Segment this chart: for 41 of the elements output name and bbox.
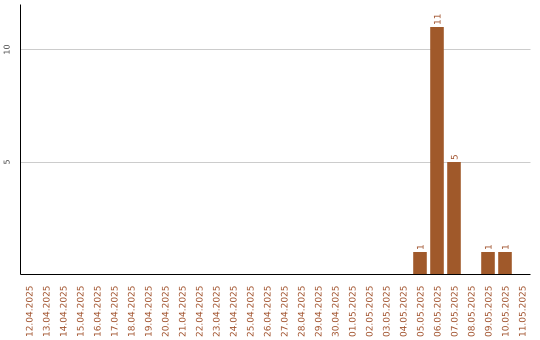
x-tick-label: 18.04.2025 bbox=[128, 286, 138, 338]
x-tick-label: 26.04.2025 bbox=[264, 286, 274, 338]
x-tick-label: 30.04.2025 bbox=[332, 286, 342, 338]
x-tick-label: 08.05.2025 bbox=[468, 286, 478, 338]
x-tick-label: 13.04.2025 bbox=[42, 286, 52, 338]
x-tick-label: 03.05.2025 bbox=[382, 286, 392, 338]
x-tick-label: 16.04.2025 bbox=[94, 286, 104, 338]
x-tick-label: 15.04.2025 bbox=[76, 286, 86, 338]
x-tick-label: 17.04.2025 bbox=[110, 286, 120, 338]
x-tick-label: 22.04.2025 bbox=[196, 286, 206, 338]
x-tick-label: 12.04.2025 bbox=[26, 286, 36, 338]
y-tick-label: 10 bbox=[2, 44, 12, 55]
bar bbox=[481, 252, 495, 274]
x-tick-label: 27.04.2025 bbox=[280, 286, 290, 338]
bar bbox=[498, 252, 512, 274]
x-tick-label: 07.05.2025 bbox=[450, 286, 460, 338]
data-label: 1 bbox=[502, 244, 512, 250]
data-label: 11 bbox=[434, 14, 444, 25]
bar bbox=[413, 252, 427, 274]
data-label: 1 bbox=[416, 244, 426, 250]
data-label: 5 bbox=[450, 154, 460, 160]
x-tick-label: 06.05.2025 bbox=[434, 286, 444, 338]
x-tick-label: 28.04.2025 bbox=[298, 286, 308, 338]
bar bbox=[430, 27, 444, 274]
x-tick-label: 19.04.2025 bbox=[144, 286, 154, 338]
data-label: 1 bbox=[484, 244, 494, 250]
bar bbox=[447, 162, 461, 274]
x-tick-label: 10.05.2025 bbox=[502, 286, 512, 338]
x-tick-label: 25.04.2025 bbox=[246, 286, 256, 338]
x-tick-label: 24.04.2025 bbox=[230, 286, 240, 338]
x-tick-label: 01.05.2025 bbox=[348, 286, 358, 338]
x-tick-label: 09.05.2025 bbox=[484, 286, 494, 338]
x-tick-label: 04.05.2025 bbox=[400, 286, 410, 338]
x-tick-label: 14.04.2025 bbox=[60, 286, 70, 338]
x-tick-label: 02.05.2025 bbox=[366, 286, 376, 338]
x-tick-label: 23.04.2025 bbox=[212, 286, 222, 338]
x-tick-label: 21.04.2025 bbox=[178, 286, 188, 338]
x-tick-label: 05.05.2025 bbox=[416, 286, 426, 338]
x-tick-label: 29.04.2025 bbox=[314, 286, 324, 338]
x-tick-label: 11.05.2025 bbox=[518, 286, 528, 338]
x-tick-label: 20.04.2025 bbox=[162, 286, 172, 338]
